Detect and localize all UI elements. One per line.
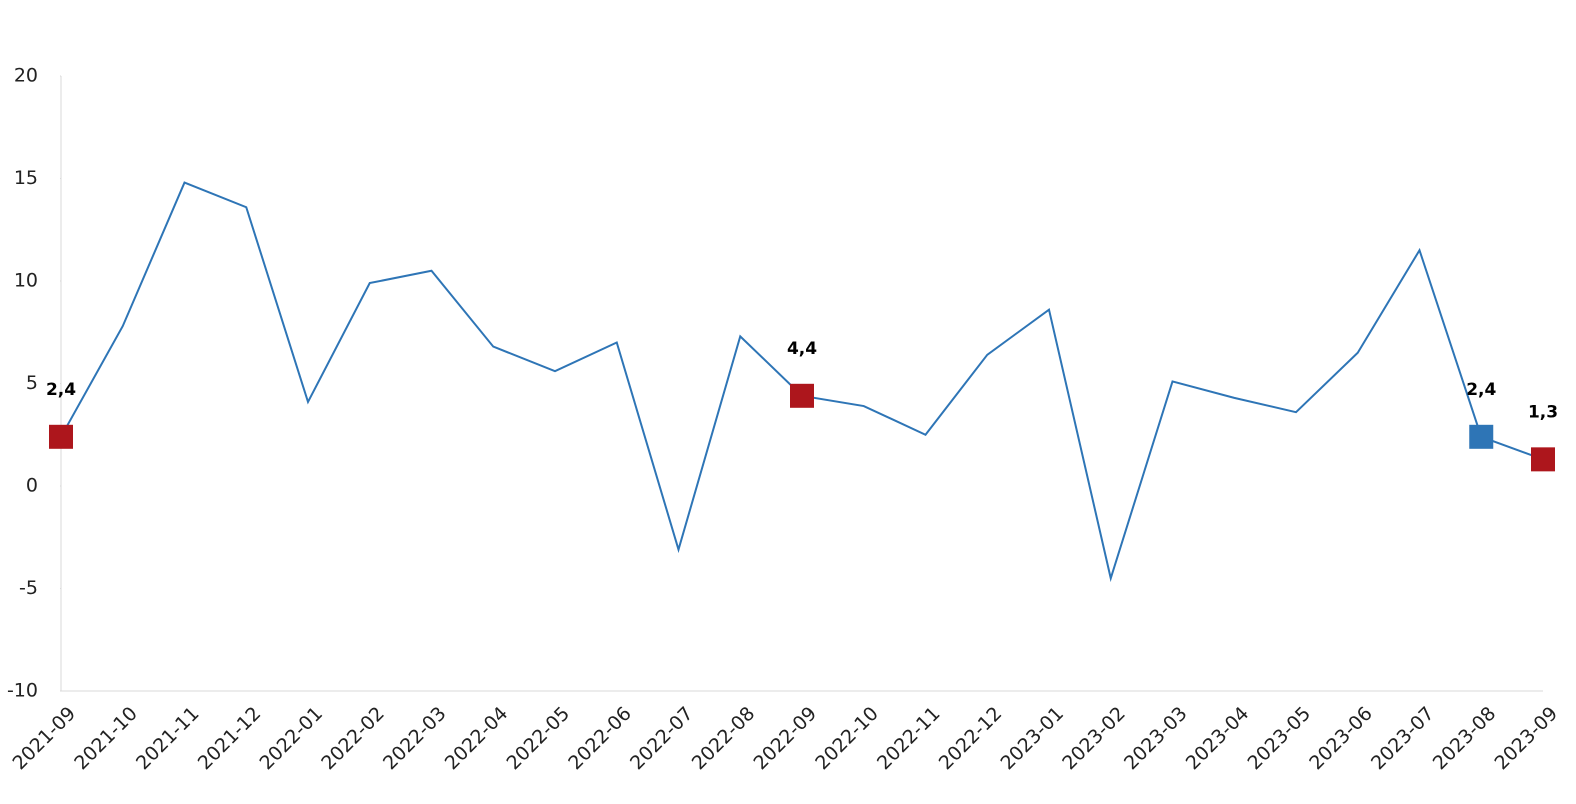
x-tick-label: 2023-06 xyxy=(1305,703,1377,775)
data-label: 4,4 xyxy=(787,339,817,359)
x-tick-label: 2023-08 xyxy=(1429,703,1501,775)
x-tick-label: 2021-10 xyxy=(70,703,142,775)
y-tick-label: -10 xyxy=(7,680,38,702)
marker xyxy=(790,383,814,408)
x-tick-label: 2022-10 xyxy=(811,703,883,775)
x-tick-label: 2022-05 xyxy=(502,703,574,775)
x-tick-label: 2022-04 xyxy=(441,703,513,775)
x-tick-label: 2023-03 xyxy=(1120,703,1192,775)
y-tick-label: 5 xyxy=(26,372,38,394)
x-tick-label: 2022-06 xyxy=(564,703,636,775)
x-tick-label: 2022-09 xyxy=(749,703,821,775)
y-tick-label: 20 xyxy=(14,65,38,87)
x-tick-label: 2022-11 xyxy=(873,703,945,775)
x-tick-label: 2021-09 xyxy=(8,703,80,775)
x-tick-label: 2022-02 xyxy=(317,703,389,775)
marker xyxy=(1469,424,1494,449)
x-tick-label: 2022-08 xyxy=(688,703,760,775)
y-tick-label: 10 xyxy=(14,270,38,292)
x-tick-label: 2022-07 xyxy=(626,703,698,775)
y-tick-label: 15 xyxy=(14,167,38,189)
y-tick-label: -5 xyxy=(19,577,38,599)
line xyxy=(60,181,1544,583)
x-tick-label: 2023-05 xyxy=(1243,703,1315,775)
data-label: 2,4 xyxy=(46,380,76,400)
data-label: 1,3 xyxy=(1528,402,1558,422)
x-tick-label: 2023-04 xyxy=(1182,703,1254,775)
x-tick-label: 2021-12 xyxy=(194,703,266,775)
x-tick-label: 2023-07 xyxy=(1367,703,1439,775)
y-tick-label: 0 xyxy=(26,475,38,497)
x-tick-label: 2022-12 xyxy=(935,703,1007,775)
x-tick-label: 2022-01 xyxy=(255,703,327,775)
x-tick-label: 2023-01 xyxy=(996,703,1068,775)
data-label: 2,4 xyxy=(1466,380,1496,400)
x-tick-label: 2022-03 xyxy=(379,703,451,775)
x-tick-label: 2023-09 xyxy=(1490,703,1562,775)
x-tick-label: 2023-02 xyxy=(1058,703,1130,775)
marker xyxy=(49,424,73,449)
x-tick-label: 2021-11 xyxy=(132,703,204,775)
marker xyxy=(1531,447,1555,472)
